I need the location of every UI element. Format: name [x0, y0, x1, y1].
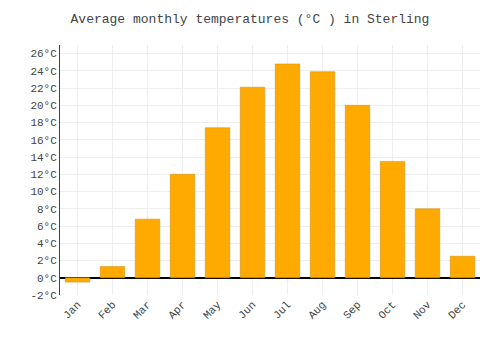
svg-text:Average monthly temperatures (: Average monthly temperatures (°C ) in St… [71, 12, 430, 27]
svg-text:10°C: 10°C [30, 186, 57, 198]
svg-text:18°C: 18°C [30, 117, 57, 129]
svg-text:Mar: Mar [131, 299, 153, 321]
svg-text:8°C: 8°C [37, 204, 57, 216]
svg-text:Jul: Jul [271, 299, 293, 321]
svg-text:Oct: Oct [376, 299, 398, 321]
svg-text:Sep: Sep [341, 299, 363, 321]
svg-text:May: May [201, 299, 224, 322]
svg-text:Nov: Nov [411, 299, 434, 322]
svg-text:Apr: Apr [166, 299, 188, 321]
svg-text:24°C: 24°C [30, 66, 57, 78]
svg-text:Aug: Aug [306, 299, 328, 321]
svg-text:Dec: Dec [446, 299, 468, 321]
svg-text:14°C: 14°C [30, 152, 57, 164]
svg-text:Feb: Feb [96, 299, 118, 321]
svg-text:16°C: 16°C [30, 135, 57, 147]
svg-text:0°C: 0°C [37, 273, 57, 285]
svg-text:Jun: Jun [236, 299, 258, 321]
svg-text:-2°C: -2°C [30, 290, 57, 302]
svg-text:22°C: 22°C [30, 83, 57, 95]
svg-text:26°C: 26°C [30, 48, 57, 60]
svg-text:Jan: Jan [61, 299, 83, 321]
svg-text:12°C: 12°C [30, 169, 57, 181]
svg-text:20°C: 20°C [30, 100, 57, 112]
svg-text:2°C: 2°C [37, 255, 57, 267]
svg-text:4°C: 4°C [37, 238, 57, 250]
svg-text:6°C: 6°C [37, 221, 57, 233]
